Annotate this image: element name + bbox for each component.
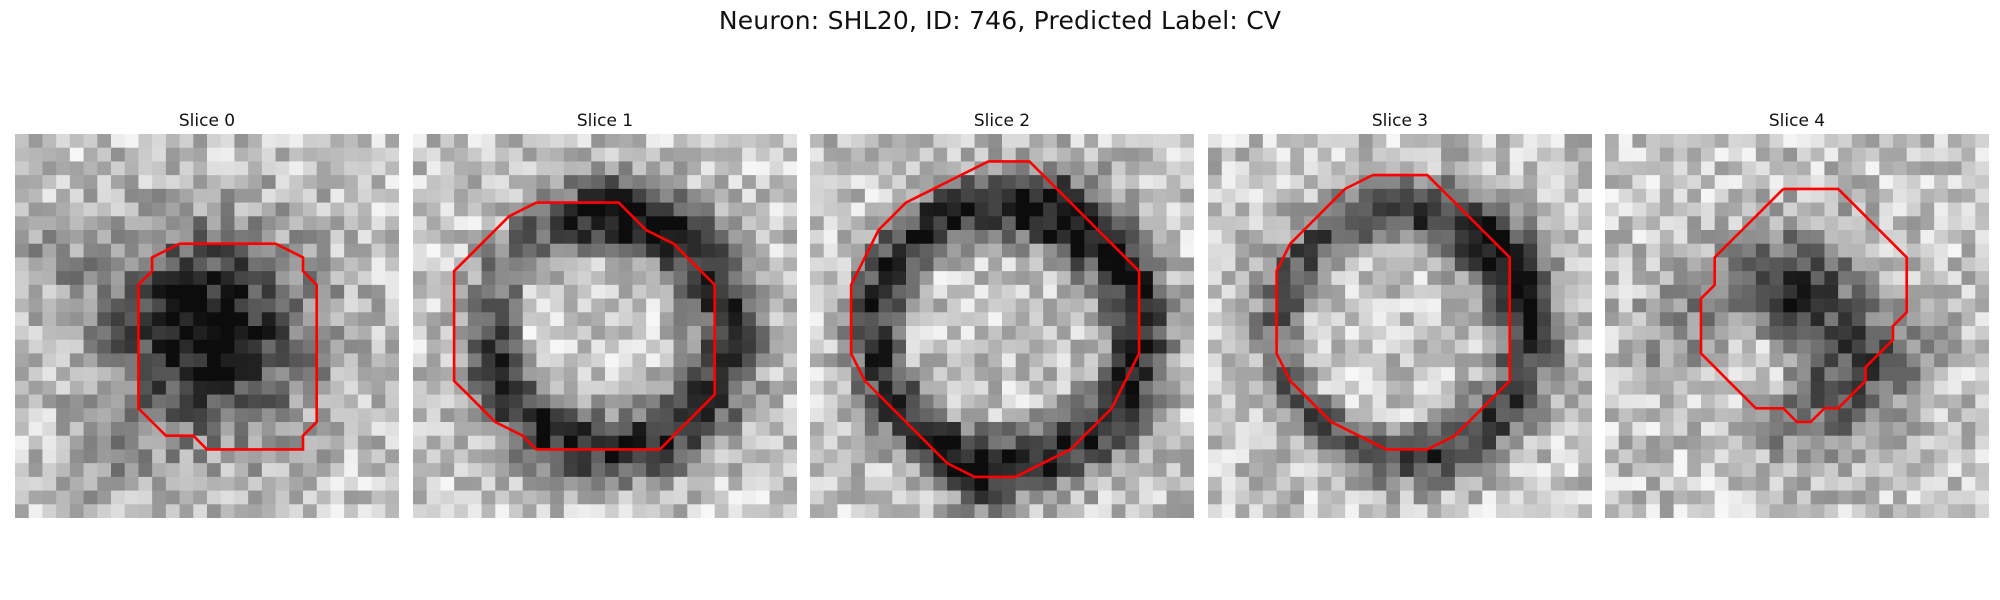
slice-panel-0: Slice 0 <box>15 108 399 518</box>
predicted-contour <box>1699 187 1909 424</box>
slice-title: Slice 4 <box>1768 111 1826 131</box>
slice-panel-1: Slice 1 <box>413 108 797 518</box>
slice-panel-4: Slice 4 <box>1605 108 1989 518</box>
predicted-contour <box>137 242 319 451</box>
slice-image <box>1208 134 1592 518</box>
slice-image <box>413 134 797 518</box>
predicted-contour <box>452 201 717 451</box>
figure-title: Neuron: SHL20, ID: 746, Predicted Label:… <box>718 6 1282 35</box>
slice-panel-3: Slice 3 <box>1208 108 1592 518</box>
predicted-contour <box>849 160 1141 479</box>
slice-title: Slice 0 <box>178 111 236 131</box>
slice-image <box>1605 134 1989 518</box>
slice-title: Slice 2 <box>973 111 1031 131</box>
slice-panel-2: Slice 2 <box>810 108 1194 518</box>
pixel-grid <box>1208 134 1592 518</box>
slice-image <box>810 134 1194 518</box>
pixel-grid <box>413 134 797 518</box>
pixel-grid <box>15 134 399 518</box>
pixel-grid <box>810 134 1194 518</box>
slice-title: Slice 1 <box>576 111 634 131</box>
predicted-contour <box>1275 173 1512 451</box>
slice-image <box>15 134 399 518</box>
pixel-grid <box>1605 134 1989 518</box>
slice-title: Slice 3 <box>1371 111 1429 131</box>
